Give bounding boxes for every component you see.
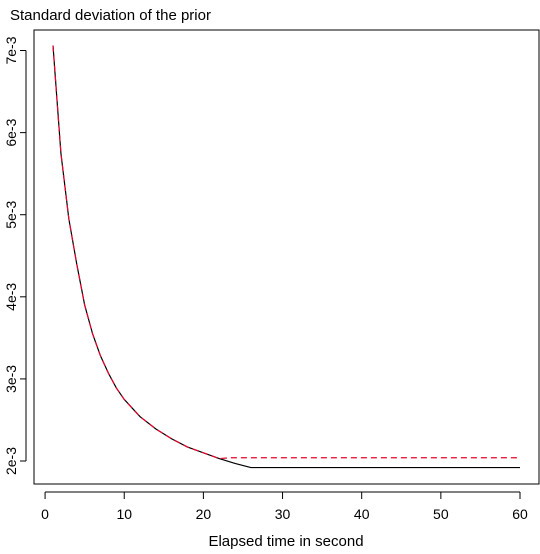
x-axis: 0 10 20 30 40 50 60 <box>41 491 528 522</box>
chart-title: Standard deviation of the prior <box>10 7 211 24</box>
series-line-solid <box>52 45 520 469</box>
y-tick-label: 4e-3 <box>3 283 19 311</box>
x-axis-label: Elapsed time in second <box>208 533 363 550</box>
y-tick-label: 5e-3 <box>3 201 19 229</box>
y-tick-label: 2e-3 <box>3 447 19 475</box>
x-tick-label: 0 <box>41 506 49 522</box>
x-tick-label: 10 <box>116 506 132 522</box>
y-tick-label: 7e-3 <box>3 36 19 64</box>
plot-frame <box>33 29 540 485</box>
x-tick-label: 50 <box>433 506 449 522</box>
series-line-dashed <box>52 45 520 460</box>
y-tick-label: 3e-3 <box>3 365 19 393</box>
y-tick-label: 6e-3 <box>3 118 19 146</box>
series-layer <box>52 45 520 469</box>
x-tick-label: 60 <box>512 506 528 522</box>
x-tick-label: 30 <box>275 506 291 522</box>
x-tick-label: 20 <box>196 506 212 522</box>
x-tick-label: 40 <box>354 506 370 522</box>
y-axis: 2e-3 3e-3 4e-3 5e-3 6e-3 7e-3 <box>3 36 27 475</box>
